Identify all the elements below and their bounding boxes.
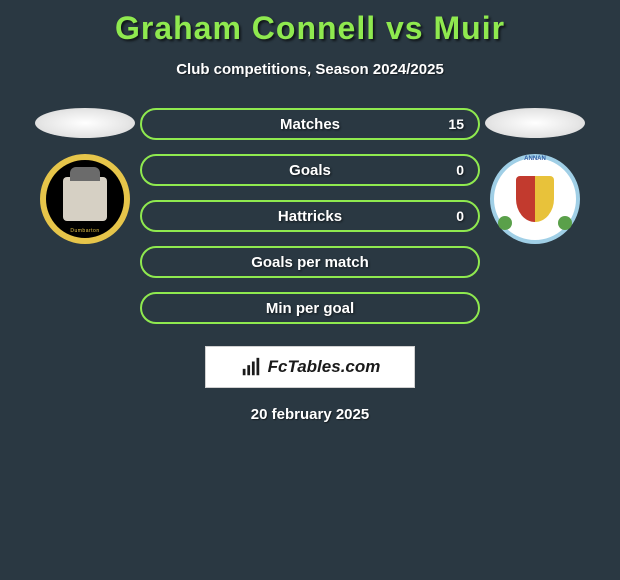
thistle-right-icon — [558, 216, 572, 230]
left-player-avatar-placeholder — [35, 108, 135, 138]
bar-goals-right-value: 0 — [456, 162, 464, 178]
bar-mpg-label: Min per goal — [266, 300, 354, 317]
crest-right-arc-text: ANNAN — [494, 156, 576, 162]
bar-hattricks: Hattricks 0 — [140, 200, 480, 232]
crest-right-shield — [516, 176, 554, 222]
bar-min-per-goal: Min per goal — [140, 292, 480, 324]
bar-hattricks-right-value: 0 — [456, 208, 464, 224]
bar-goals-label: Goals — [289, 162, 331, 179]
bar-goals: Goals 0 — [140, 154, 480, 186]
right-player-avatar-placeholder — [485, 108, 585, 138]
page-title: Graham Connell vs Muir — [0, 0, 620, 47]
bar-hattricks-label: Hattricks — [278, 208, 342, 225]
bar-matches-label: Matches — [280, 116, 340, 133]
right-club-crest: ANNAN — [490, 154, 580, 244]
bar-goals-per-match: Goals per match — [140, 246, 480, 278]
thistle-left-icon — [498, 216, 512, 230]
stat-bars: Matches 15 Goals 0 Hattricks 0 Goals per… — [140, 108, 480, 324]
bar-gpm-label: Goals per match — [251, 254, 369, 271]
brand-box: FcTables.com — [205, 346, 415, 388]
left-player-column: Dumbarton — [30, 108, 140, 244]
brand-text: FcTables.com — [268, 357, 381, 377]
left-club-crest: Dumbarton — [40, 154, 130, 244]
page-subtitle: Club competitions, Season 2024/2025 — [0, 61, 620, 78]
shield-right-half — [535, 176, 554, 222]
bar-matches-right-value: 15 — [448, 116, 464, 132]
crest-left-text: Dumbarton — [46, 228, 124, 234]
date-text: 20 february 2025 — [0, 406, 620, 423]
right-player-column: ANNAN — [480, 108, 590, 244]
chart-icon — [240, 356, 262, 378]
bar-matches: Matches 15 — [140, 108, 480, 140]
crest-elephant-shape — [63, 177, 107, 221]
shield-left-half — [516, 176, 535, 222]
comparison-content: Dumbarton Matches 15 Goals 0 Hattricks 0… — [0, 108, 620, 324]
